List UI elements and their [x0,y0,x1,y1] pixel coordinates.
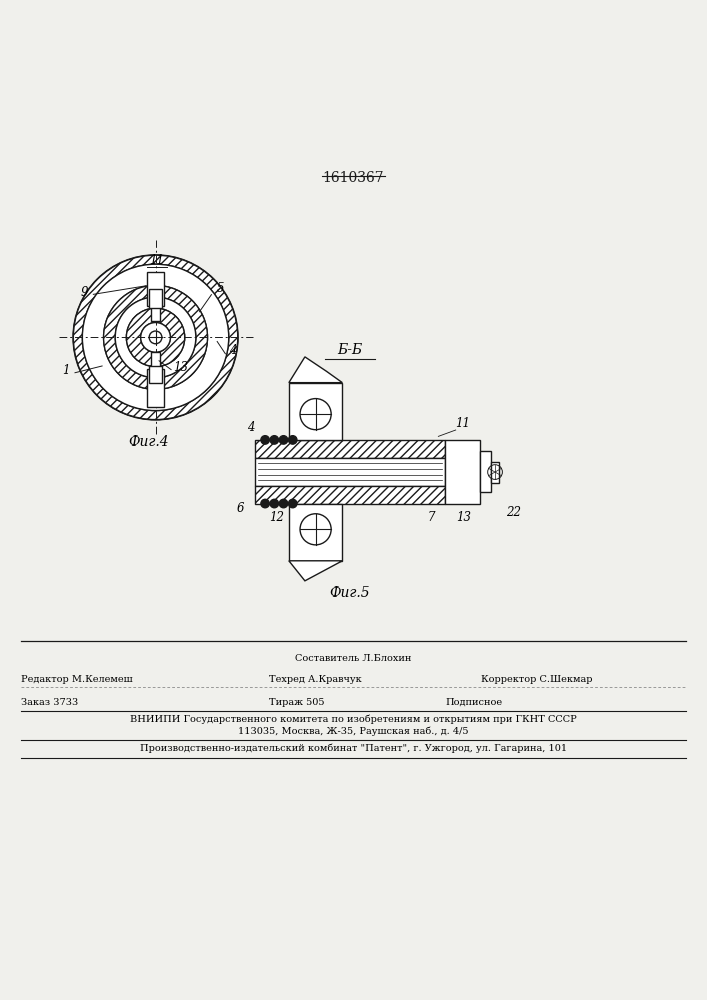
Circle shape [149,331,162,344]
Text: 7: 7 [428,511,435,524]
Bar [147,272,164,306]
Text: Корректор С.Шекмар: Корректор С.Шекмар [481,675,592,684]
Bar [151,352,160,368]
Text: Фиг.5: Фиг.5 [329,586,370,600]
Bar [149,289,162,308]
Text: 11: 11 [149,254,165,267]
Text: Редактор М.Келемеш: Редактор М.Келемеш [21,675,133,684]
Text: Техред А.Кравчук: Техред А.Кравчук [269,675,361,684]
Text: 113035, Москва, Ж-35, Раушская наб., д. 4/5: 113035, Москва, Ж-35, Раушская наб., д. … [238,726,469,736]
Circle shape [141,323,170,352]
Text: 13: 13 [456,511,471,524]
Text: ВНИИПИ Государственного комитета по изобретениям и открытиям при ГКНТ СССР: ВНИИПИ Государственного комитета по изоб… [130,714,577,724]
Text: 5: 5 [217,282,225,295]
Bar [289,383,342,440]
Bar [255,458,445,486]
Polygon shape [289,357,342,383]
Text: 4: 4 [247,421,255,434]
Circle shape [279,499,288,508]
Bar [445,440,480,504]
Text: 13: 13 [173,361,188,374]
Text: 6: 6 [236,502,244,515]
Text: Составитель Л.Блохин: Составитель Л.Блохин [296,654,411,663]
Text: 22: 22 [506,506,521,519]
Bar [491,462,499,483]
Polygon shape [289,561,342,581]
Circle shape [288,499,297,508]
Wedge shape [74,255,238,420]
Text: 1: 1 [62,364,69,377]
Wedge shape [115,297,196,378]
Circle shape [270,436,279,444]
Bar [289,504,342,561]
Text: 9: 9 [81,286,88,299]
Circle shape [270,499,279,508]
Text: Фиг.4: Фиг.4 [128,435,169,449]
Bar [255,486,445,504]
Circle shape [261,499,269,508]
Text: 11: 11 [455,417,470,430]
Wedge shape [127,308,185,367]
Bar [151,306,160,321]
Wedge shape [103,285,208,389]
Bar [149,366,162,383]
Text: Заказ 3733: Заказ 3733 [21,698,78,707]
Text: Тираж 505: Тираж 505 [269,698,325,707]
Bar [480,451,491,492]
Circle shape [279,436,288,444]
Circle shape [74,255,238,420]
Text: Производственно-издательский комбинат "Патент", г. Ужгород, ул. Гагарина, 101: Производственно-издательский комбинат "П… [140,744,567,753]
Text: 1610367: 1610367 [322,171,385,185]
Text: Б-Б: Б-Б [337,343,363,357]
Bar [255,440,445,458]
Bar [147,369,164,407]
Circle shape [261,436,269,444]
Wedge shape [82,264,229,411]
Circle shape [288,436,297,444]
Text: Подписное: Подписное [445,698,503,707]
Text: 4: 4 [230,344,237,357]
Text: 12: 12 [269,511,285,524]
